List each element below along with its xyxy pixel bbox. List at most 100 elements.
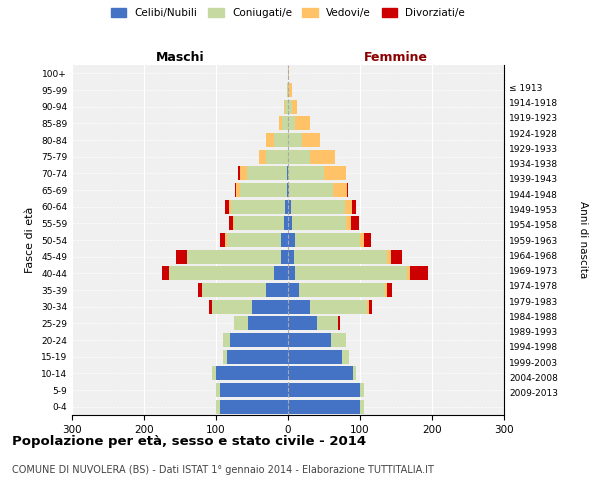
Bar	[288, 100, 292, 114]
Y-axis label: Fasce di età: Fasce di età	[25, 207, 35, 273]
Bar	[227, 350, 288, 364]
Legend: Celibi/Nubili, Coniugati/e, Vedovi/e, Divorziati/e: Celibi/Nubili, Coniugati/e, Vedovi/e, Di…	[107, 5, 469, 21]
Bar	[295, 266, 407, 280]
Bar	[288, 250, 294, 264]
Bar	[220, 400, 288, 414]
Bar	[287, 183, 288, 197]
Bar	[220, 383, 288, 397]
Bar	[169, 266, 274, 280]
Bar	[294, 250, 388, 264]
Bar	[295, 233, 360, 247]
Bar	[230, 333, 288, 347]
Bar	[288, 83, 289, 97]
Y-axis label: Anni di nascita: Anni di nascita	[578, 202, 587, 278]
Bar	[364, 233, 371, 247]
Bar	[240, 166, 247, 180]
Bar	[238, 166, 240, 180]
Bar	[288, 216, 292, 230]
Bar	[198, 283, 202, 297]
Bar	[281, 233, 288, 247]
Bar	[338, 316, 340, 330]
Bar	[324, 166, 346, 180]
Bar	[288, 200, 291, 214]
Bar	[289, 83, 292, 97]
Bar	[360, 233, 364, 247]
Bar	[220, 233, 226, 247]
Bar	[288, 300, 310, 314]
Bar	[236, 183, 240, 197]
Bar	[345, 200, 352, 214]
Bar	[266, 283, 288, 297]
Bar	[274, 266, 288, 280]
Bar	[226, 200, 229, 214]
Bar	[266, 133, 274, 147]
Bar	[285, 100, 288, 114]
Bar	[346, 216, 352, 230]
Bar	[288, 116, 295, 130]
Bar	[162, 266, 169, 280]
Bar	[302, 133, 320, 147]
Bar	[360, 400, 364, 414]
Bar	[209, 300, 212, 314]
Bar	[274, 133, 288, 147]
Bar	[287, 83, 288, 97]
Bar	[288, 66, 289, 80]
Bar	[288, 150, 310, 164]
Text: Popolazione per età, sesso e stato civile - 2014: Popolazione per età, sesso e stato civil…	[12, 435, 366, 448]
Text: COMUNE DI NUVOLERA (BS) - Dati ISTAT 1° gennaio 2014 - Elaborazione TUTTITALIA.I: COMUNE DI NUVOLERA (BS) - Dati ISTAT 1° …	[12, 465, 434, 475]
Bar	[227, 233, 281, 247]
Text: Maschi: Maschi	[155, 51, 205, 64]
Bar	[234, 316, 248, 330]
Bar	[288, 133, 302, 147]
Bar	[233, 216, 234, 230]
Bar	[352, 200, 356, 214]
Bar	[216, 400, 220, 414]
Bar	[252, 300, 288, 314]
Text: Femmine: Femmine	[364, 51, 428, 64]
Bar	[266, 150, 288, 164]
Bar	[353, 366, 356, 380]
Bar	[223, 333, 230, 347]
Bar	[368, 300, 372, 314]
Bar	[229, 200, 231, 214]
Bar	[291, 200, 345, 214]
Bar	[292, 216, 346, 230]
Bar	[342, 350, 349, 364]
Bar	[288, 383, 360, 397]
Bar	[332, 183, 347, 197]
Bar	[299, 283, 385, 297]
Bar	[310, 150, 335, 164]
Bar	[391, 250, 402, 264]
Bar	[212, 300, 252, 314]
Bar	[223, 350, 227, 364]
Bar	[288, 233, 295, 247]
Bar	[176, 250, 187, 264]
Bar	[288, 266, 295, 280]
Bar	[247, 166, 287, 180]
Bar	[187, 250, 281, 264]
Bar	[226, 233, 227, 247]
Bar	[288, 166, 324, 180]
Bar	[282, 116, 288, 130]
Bar	[288, 366, 353, 380]
Bar	[367, 300, 368, 314]
Bar	[284, 216, 288, 230]
Bar	[212, 366, 216, 380]
Bar	[386, 283, 392, 297]
Bar	[288, 333, 331, 347]
Bar	[407, 266, 410, 280]
Bar	[235, 183, 236, 197]
Bar	[295, 116, 310, 130]
Bar	[331, 333, 346, 347]
Bar	[388, 250, 391, 264]
Bar	[234, 216, 284, 230]
Bar	[231, 200, 285, 214]
Bar	[288, 350, 342, 364]
Bar	[216, 383, 220, 397]
Bar	[202, 283, 266, 297]
Bar	[248, 316, 288, 330]
Bar	[216, 366, 288, 380]
Bar	[240, 183, 287, 197]
Bar	[292, 100, 298, 114]
Bar	[360, 383, 364, 397]
